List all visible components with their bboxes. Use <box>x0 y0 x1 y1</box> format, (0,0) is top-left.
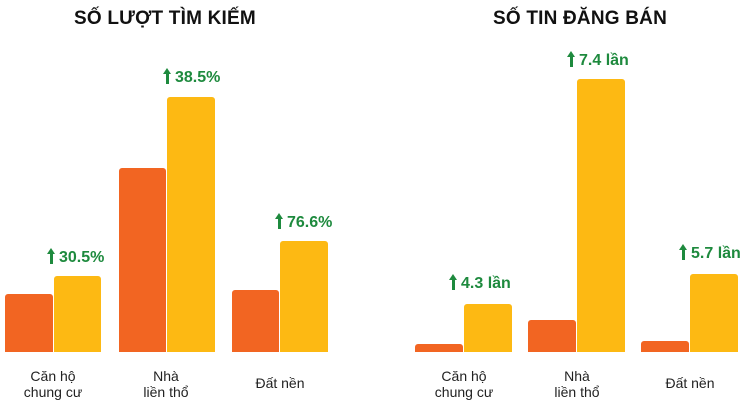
up-arrow-icon <box>567 51 577 67</box>
up-arrow-icon <box>47 248 57 264</box>
right-chart-title: SỐ TIN ĐĂNG BÁN <box>493 8 667 29</box>
bar-previous-dat-nen <box>641 341 689 352</box>
category-label-dat-nen: Đất nền <box>255 375 305 391</box>
growth-label-can-ho: 30.5% <box>47 248 104 267</box>
bar-previous-nha-lien-tho <box>528 320 576 352</box>
up-arrow-icon <box>679 244 689 260</box>
bar-current-nha-lien-tho <box>167 97 215 352</box>
growth-label-can-ho: 4.3 lần <box>449 274 511 293</box>
bar-current-nha-lien-tho <box>577 79 625 352</box>
up-arrow-icon <box>163 68 173 84</box>
bar-previous-can-ho <box>5 294 53 352</box>
left-chart-title: SỐ LƯỢT TÌM KIẾM <box>74 8 256 29</box>
bar-previous-nha-lien-tho <box>119 168 166 352</box>
bar-current-can-ho <box>54 276 101 352</box>
bar-current-can-ho <box>464 304 512 352</box>
growth-label-dat-nen: 76.6% <box>275 213 332 232</box>
growth-label-nha-lien-tho: 7.4 lần <box>567 51 629 70</box>
up-arrow-icon <box>275 213 285 229</box>
category-label-nha-lien-tho: Nhà liền thổ <box>143 368 189 400</box>
up-arrow-icon <box>449 274 459 290</box>
bar-previous-can-ho <box>415 344 463 352</box>
category-label-dat-nen: Đất nền <box>665 375 715 391</box>
bar-current-dat-nen <box>280 241 328 352</box>
growth-label-dat-nen: 5.7 lần <box>679 244 741 263</box>
category-label-nha-lien-tho: Nhà liền thổ <box>554 368 600 400</box>
bar-current-dat-nen <box>690 274 738 352</box>
category-label-can-ho: Căn hộ chung cư <box>434 368 494 400</box>
category-label-can-ho: Căn hộ chung cư <box>23 368 83 400</box>
bar-previous-dat-nen <box>232 290 279 352</box>
growth-label-nha-lien-tho: 38.5% <box>163 68 220 87</box>
